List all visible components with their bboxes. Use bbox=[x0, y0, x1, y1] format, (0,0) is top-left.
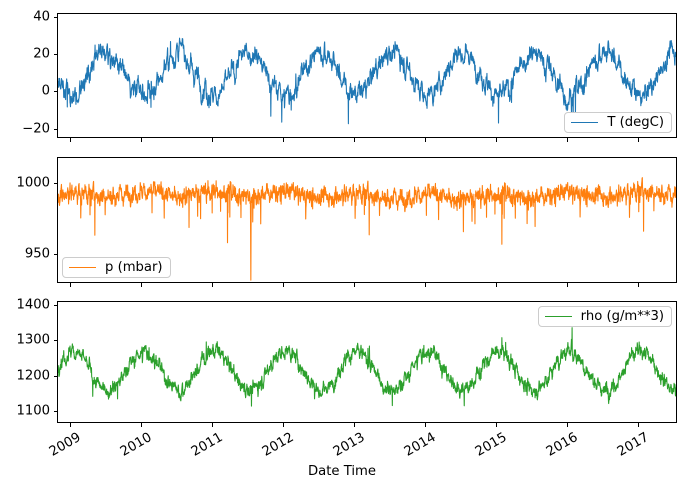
legend-label-temperature: T (degC) bbox=[607, 114, 664, 130]
density-data-line bbox=[57, 327, 677, 407]
temperature-line-series bbox=[57, 37, 677, 125]
temperature-y-tick-mark bbox=[53, 16, 57, 18]
temperature-x-tick-mark bbox=[282, 138, 284, 142]
temperature-y-tick-label: −20 bbox=[22, 121, 50, 137]
legend-density[interactable]: rho (g/m**3) bbox=[537, 306, 672, 328]
density-y-tick-mark bbox=[53, 375, 57, 377]
legend-line-swatch-density bbox=[544, 316, 572, 318]
temperature-y-tick-label: 0 bbox=[41, 83, 50, 99]
pressure-line-series bbox=[57, 177, 677, 281]
legend-temperature[interactable]: T (degC) bbox=[564, 111, 672, 133]
density-line-series bbox=[57, 327, 677, 407]
legend-line-swatch-temperature bbox=[571, 121, 599, 123]
density-y-tick-label: 1300 bbox=[16, 332, 50, 348]
pressure-x-tick-mark bbox=[495, 283, 497, 287]
temperature-y-tick-mark bbox=[53, 54, 57, 56]
temperature-x-tick-mark bbox=[353, 138, 355, 142]
density-x-tick-mark bbox=[424, 423, 426, 427]
temperature-y-tick-mark bbox=[53, 128, 57, 130]
legend-label-density: rho (g/m**3) bbox=[580, 309, 664, 324]
subplot-pressure: p (mbar) bbox=[57, 157, 677, 283]
temperature-x-tick-mark bbox=[69, 138, 71, 142]
pressure-x-tick-mark bbox=[69, 283, 71, 287]
pressure-x-tick-mark bbox=[211, 283, 213, 287]
temperature-x-tick-mark bbox=[566, 138, 568, 142]
density-x-tick-mark bbox=[637, 423, 639, 427]
density-x-tick-mark bbox=[140, 423, 142, 427]
pressure-x-tick-mark bbox=[282, 283, 284, 287]
temperature-x-tick-mark bbox=[495, 138, 497, 142]
density-y-tick-mark bbox=[53, 410, 57, 412]
subplot-temperature: T (degC) bbox=[57, 13, 677, 138]
density-x-tick-mark bbox=[495, 423, 497, 427]
density-y-tick-mark bbox=[53, 340, 57, 342]
pressure-y-tick-mark bbox=[53, 254, 57, 256]
pressure-x-tick-mark bbox=[424, 283, 426, 287]
pressure-data-line bbox=[57, 177, 677, 281]
pressure-y-tick-label: 1000 bbox=[16, 175, 50, 191]
density-y-tick-label: 1200 bbox=[16, 368, 50, 384]
temperature-x-tick-mark bbox=[211, 138, 213, 142]
matplotlib-figure: T (degC) −20 0 20 40 p (mbar) 950 1000 rho (… bbox=[16, 9, 677, 479]
subplot-density: rho (g/m**3) bbox=[57, 301, 677, 423]
pressure-x-tick-mark bbox=[637, 283, 639, 287]
temperature-y-tick-label: 40 bbox=[33, 9, 50, 25]
temperature-y-tick-mark bbox=[53, 91, 57, 93]
density-y-tick-label: 1100 bbox=[16, 403, 50, 419]
density-x-tick-mark bbox=[69, 423, 71, 427]
pressure-x-tick-mark bbox=[353, 283, 355, 287]
legend-label-pressure: p (mbar) bbox=[105, 259, 163, 275]
density-y-tick-mark bbox=[53, 305, 57, 307]
pressure-y-tick-mark bbox=[53, 182, 57, 184]
pressure-x-tick-mark bbox=[566, 283, 568, 287]
legend-line-swatch-pressure bbox=[69, 266, 96, 268]
temperature-x-tick-mark bbox=[140, 138, 142, 142]
x-axis-label: Date Time bbox=[308, 464, 376, 479]
temperature-y-tick-label: 20 bbox=[33, 46, 50, 62]
pressure-x-tick-mark bbox=[140, 283, 142, 287]
density-x-tick-mark bbox=[353, 423, 355, 427]
pressure-y-tick-label: 950 bbox=[24, 246, 50, 262]
density-x-tick-mark bbox=[566, 423, 568, 427]
density-x-tick-mark bbox=[211, 423, 213, 427]
density-x-tick-mark bbox=[282, 423, 284, 427]
temperature-data-line bbox=[57, 37, 677, 125]
temperature-x-tick-mark bbox=[424, 138, 426, 142]
temperature-x-tick-mark bbox=[637, 138, 639, 142]
density-y-tick-label: 1400 bbox=[16, 297, 50, 313]
legend-pressure[interactable]: p (mbar) bbox=[62, 256, 171, 278]
